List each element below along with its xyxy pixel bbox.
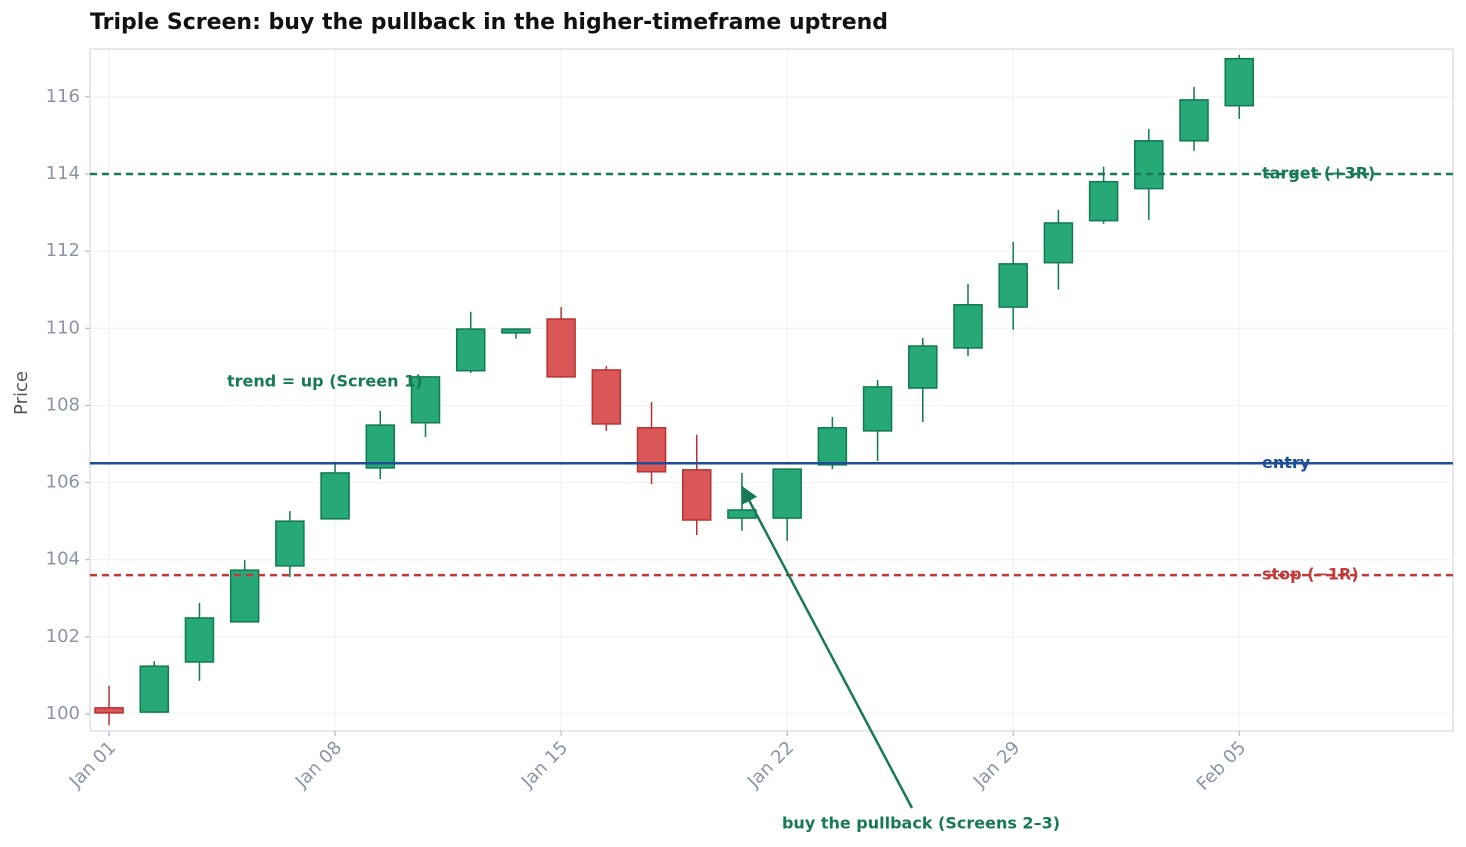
candle-body	[139, 665, 170, 713]
candle-body	[410, 376, 441, 424]
candle-body	[908, 345, 938, 389]
x-tick-label: Feb 05	[1193, 737, 1251, 795]
y-axis-label: Price	[11, 371, 32, 415]
annotation-arrow	[740, 485, 914, 809]
candle-body	[184, 617, 215, 663]
candle-body	[862, 386, 893, 432]
candle-body	[546, 318, 576, 378]
candle-body	[1179, 99, 1209, 142]
candle-body	[1134, 140, 1164, 190]
candle-body	[636, 427, 667, 473]
x-tick-label: Jan 22	[743, 737, 798, 792]
candle-body	[772, 468, 802, 519]
candle-body	[229, 569, 260, 623]
candle-body	[817, 427, 848, 466]
candle-body	[998, 263, 1028, 308]
candle-body	[455, 328, 486, 372]
y-tick-label: 104	[46, 549, 80, 570]
candle-body	[320, 472, 350, 520]
x-tick-label: Jan 29	[969, 737, 1024, 792]
candle-body	[953, 304, 983, 349]
y-tick-label: 116	[46, 86, 80, 107]
x-tick-label: Jan 08	[291, 737, 346, 792]
candle-body	[501, 328, 531, 334]
reference-label: stop (−1R)	[1262, 565, 1359, 584]
reference-label: target (+3R)	[1262, 163, 1375, 182]
candle-body	[1224, 57, 1254, 107]
y-tick-label: 102	[46, 626, 80, 647]
candle-body	[275, 520, 305, 567]
x-tick-label: Jan 15	[517, 737, 572, 792]
candle-body	[365, 424, 396, 469]
y-tick-label: 106	[46, 472, 80, 493]
candle-body	[94, 707, 124, 714]
chart-title: Triple Screen: buy the pullback in the h…	[90, 10, 888, 35]
candle-body	[1043, 222, 1074, 264]
candle-body	[591, 369, 622, 425]
y-tick-label: 114	[46, 163, 80, 184]
candle-body	[727, 509, 757, 519]
candle-body	[1088, 180, 1119, 222]
y-tick-label: 112	[46, 240, 80, 261]
y-tick-label: 108	[46, 394, 80, 415]
y-tick-label: 110	[46, 317, 80, 338]
reference-label: entry	[1262, 453, 1311, 472]
y-tick-label: 100	[46, 703, 80, 724]
x-tick-label: Jan 01	[65, 737, 120, 792]
plot-frame	[89, 48, 1454, 732]
annotation: trend = up (Screen 1)	[227, 372, 423, 391]
candle-body	[681, 469, 712, 521]
annotation: buy the pullback (Screens 2–3)	[782, 814, 1060, 833]
